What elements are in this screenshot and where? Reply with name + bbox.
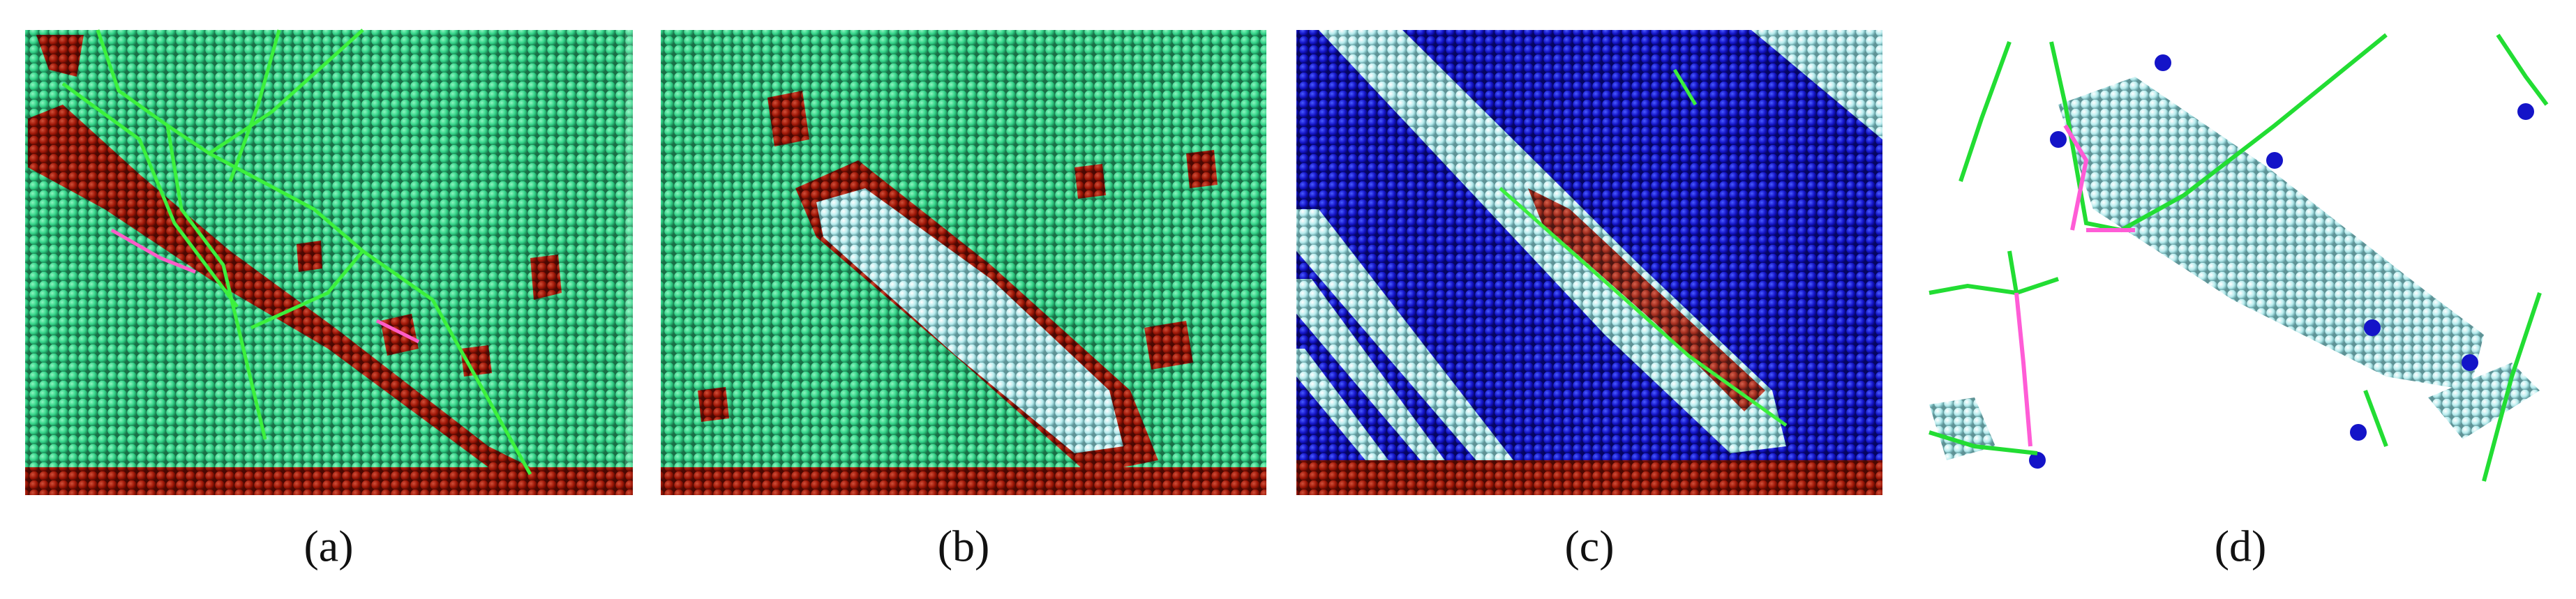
panel-label: (c) (1564, 522, 1614, 571)
panel-label: (a) (304, 522, 353, 571)
panel-d-image (1929, 30, 2552, 495)
panel-a-image (25, 29, 633, 495)
panel-c-image (1296, 30, 1882, 495)
panel-b-image (661, 30, 1266, 495)
panel-label: (d) (2215, 522, 2267, 571)
panel-label: (b) (938, 522, 990, 571)
